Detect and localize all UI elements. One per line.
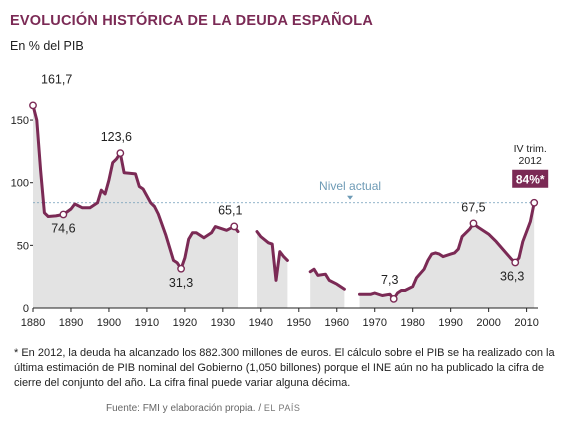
point-marker-2007 [511, 258, 520, 267]
data-label-1888: 74,6 [51, 222, 75, 236]
x-tick-label-1880: 1880 [21, 317, 45, 329]
point-marker-1919 [177, 264, 185, 273]
point-marker-1996 [469, 219, 478, 228]
axes-layer: 1880 1890 1900 1910 1920 1930 1940 1950 1960 1970… [11, 115, 539, 329]
data-label-2007: 36,3 [500, 270, 524, 284]
period-label-line1: IV trim. [514, 143, 547, 155]
debt-chart: 1880 1890 1900 1910 1920 1930 1940 1950 1960 1970… [11, 72, 549, 329]
data-label-1996: 67,5 [461, 200, 485, 214]
line-layer [31, 103, 536, 301]
x-tick-label-1970: 1970 [362, 317, 386, 329]
reference-label: Nivel actual [319, 179, 381, 193]
current-value-badge [512, 169, 549, 188]
series-line-segment-3 [358, 201, 536, 301]
chart-title: EVOLUCIÓN HISTÓRICA DE LA DEUDA ESPAÑOLA [10, 13, 373, 29]
y-tick-label-150: 150 [11, 115, 29, 127]
data-label-1903: 123,6 [101, 130, 132, 144]
x-tick-label-1920: 1920 [173, 317, 197, 329]
point-marker-1933 [230, 222, 239, 231]
point-marker-1975 [389, 294, 398, 303]
source-line: Fuente: FMI y elaboración propia. / EL P… [106, 403, 300, 414]
data-label-1880: 161,7 [41, 72, 72, 86]
source-brand: EL PAÍS [263, 403, 301, 413]
annotation-layer: 161,7 74,6 123,6 31,3 65,1 7,3 67,5 36,3 IV trim… [29, 72, 549, 303]
x-tick-label-1960: 1960 [325, 317, 349, 329]
area-segment-0 [33, 105, 239, 309]
y-tick-label-0: 0 [23, 303, 29, 315]
x-tick-label-2000: 2000 [476, 317, 500, 329]
x-tick-label-1900: 1900 [97, 317, 121, 329]
period-label-line2: 2012 [519, 155, 543, 167]
point-marker-1888 [59, 210, 68, 219]
area-segment-2 [310, 269, 345, 308]
x-tick-label-1930: 1930 [211, 317, 235, 329]
reference-marker [347, 195, 354, 200]
source-text: Fuente: FMI y elaboración propia. [106, 403, 256, 414]
series-line-segment-2 [308, 267, 346, 291]
series-line-segment-0 [31, 103, 240, 271]
x-tick-label-1910: 1910 [135, 317, 159, 329]
series-line-segment-1 [255, 230, 289, 282]
y-tick-label-100: 100 [11, 178, 29, 190]
source-separator: / [258, 403, 262, 414]
point-marker-1880 [29, 101, 37, 110]
y-tick-label-50: 50 [17, 240, 29, 252]
data-label-1933: 65,1 [218, 203, 242, 217]
x-tick-label-1980: 1980 [400, 317, 424, 329]
data-label-1975: 7,3 [381, 273, 398, 287]
chart-subtitle: En % del PIB [10, 39, 84, 53]
point-marker-1903 [116, 149, 125, 158]
footnote: * En 2012, la deuda ha alcanzado los 882… [14, 347, 555, 389]
data-label-1919: 31,3 [169, 276, 193, 290]
x-tick-label-1950: 1950 [287, 317, 311, 329]
x-tick-label-1940: 1940 [249, 317, 273, 329]
current-value-label: 84%* [516, 172, 545, 186]
x-tick-label-1990: 1990 [438, 317, 462, 329]
x-tick-label-2010: 2010 [514, 317, 538, 329]
reference-layer: Nivel actual [33, 179, 535, 204]
area-segment-1 [257, 231, 288, 308]
x-tick-label-1890: 1890 [59, 317, 83, 329]
point-marker-2012 [530, 198, 539, 207]
